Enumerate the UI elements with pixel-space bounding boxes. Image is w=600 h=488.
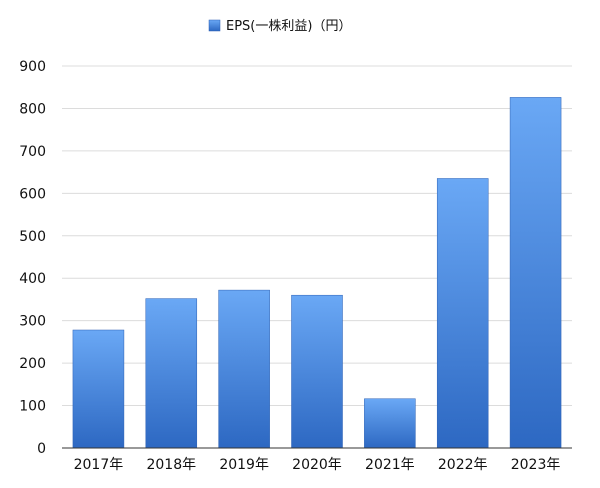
bar-2017年 xyxy=(72,329,125,449)
bar-2018年 xyxy=(145,298,198,449)
bars xyxy=(72,97,562,449)
x-tick-label-2020年: 2020年 xyxy=(292,457,342,473)
y-tick-label-800: 800 xyxy=(19,101,46,117)
x-tick-label-2021年: 2021年 xyxy=(365,457,415,473)
legend: EPS(一株利益)（円） xyxy=(208,19,351,34)
y-tick-label-400: 400 xyxy=(19,271,46,287)
legend-label: EPS(一株利益)（円） xyxy=(226,19,351,34)
bar-2019年 xyxy=(218,289,270,449)
legend-swatch xyxy=(208,19,221,32)
x-tick-label-2018年: 2018年 xyxy=(146,457,196,473)
x-tick-label-2019年: 2019年 xyxy=(219,457,269,473)
x-tick-label-2017年: 2017年 xyxy=(74,457,124,473)
y-tick-label-200: 200 xyxy=(19,356,46,372)
y-tick-label-600: 600 xyxy=(19,186,46,202)
bar-2021年 xyxy=(364,398,416,449)
y-tick-label-100: 100 xyxy=(19,399,46,415)
bar-2020年 xyxy=(291,294,343,449)
y-tick-label-900: 900 xyxy=(19,59,46,75)
y-tick-label-0: 0 xyxy=(37,441,46,457)
y-tick-label-300: 300 xyxy=(19,314,46,330)
x-tick-label-2022年: 2022年 xyxy=(438,457,488,473)
y-tick-label-700: 700 xyxy=(19,144,46,160)
y-tick-label-500: 500 xyxy=(19,229,46,245)
x-axis-tick-labels: 2017年 2018年 2019年 2020年 2021年 2022年 2023年 xyxy=(74,457,561,473)
bar-2022年 xyxy=(436,178,489,449)
bar-2023年 xyxy=(509,97,562,449)
y-axis-tick-labels: 0 100 200 300 400 500 600 700 800 900 xyxy=(19,59,46,457)
x-tick-label-2023年: 2023年 xyxy=(511,457,561,473)
